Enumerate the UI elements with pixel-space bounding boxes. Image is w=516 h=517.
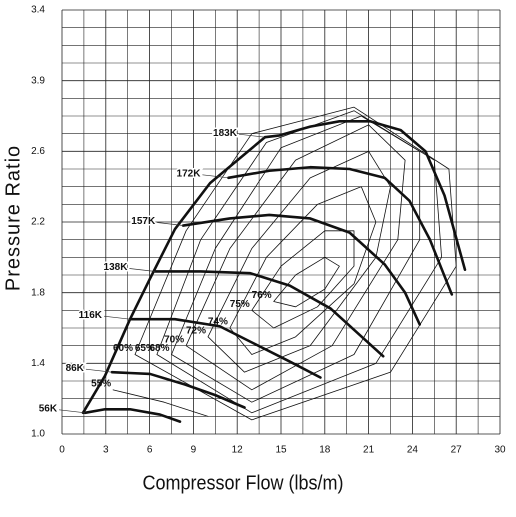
speed-leader (59, 409, 86, 414)
y-tick-label: 2.6 (31, 146, 45, 157)
speed-label: 157K (131, 216, 156, 227)
y-axis-label: Pressure Ratio (2, 145, 24, 291)
speed-leader (238, 133, 265, 138)
speed-label: 86K (66, 363, 85, 374)
x-tick-label: 9 (191, 445, 197, 456)
efficiency-label: 65% (135, 343, 155, 354)
efficiency-label: 72% (186, 325, 206, 336)
surge-line (81, 135, 267, 415)
x-tick-label: 18 (319, 445, 331, 456)
efficiency-label: 60% (113, 343, 133, 354)
efficiency-contour (171, 115, 421, 403)
speed-label: 116K (79, 310, 103, 321)
y-tick-label: 2.2 (31, 217, 45, 228)
efficiency-contour (134, 106, 457, 421)
speed-leader (85, 368, 112, 373)
y-tick-label: 1.0 (31, 429, 45, 440)
speed-leader (103, 315, 131, 320)
efficiency-label: 74% (208, 317, 228, 328)
x-tick-label: 12 (232, 445, 244, 456)
efficiency-contour (207, 150, 391, 373)
efficiency-contour (185, 124, 406, 391)
speed-label: 183K (213, 128, 238, 139)
efficiency-contour (156, 110, 443, 414)
speed-label: 56K (39, 403, 58, 414)
y-tick-label: 1.4 (31, 358, 45, 369)
efficiency-contour (112, 389, 209, 417)
speed-line (128, 317, 322, 379)
y-tick-label: 3.4 (31, 5, 45, 16)
speed-leader (157, 222, 184, 226)
speed-label: 138K (104, 262, 129, 273)
speed-line (263, 120, 467, 272)
x-tick-label: 27 (451, 445, 463, 456)
speed-label: 172K (177, 168, 202, 179)
y-tick-label: 1.8 (31, 287, 45, 298)
speed-line (110, 370, 246, 409)
speed-line (181, 213, 422, 326)
x-tick-label: 24 (407, 445, 419, 456)
efficiency-label: 75% (230, 299, 250, 310)
speed-line (83, 407, 182, 423)
speed-leader (129, 268, 156, 272)
y-tick-label: 3.9 (31, 75, 45, 86)
x-axis-label: Compressor Flow (lbs/m) (143, 472, 344, 494)
x-tick-label: 6 (147, 445, 153, 456)
speed-leader (202, 174, 229, 179)
speed-line (227, 165, 454, 296)
x-tick-label: 30 (494, 445, 506, 456)
x-tick-label: 0 (59, 445, 65, 456)
x-tick-label: 3 (103, 445, 109, 456)
efficiency-contour (273, 256, 340, 308)
efficiency-label: 70% (164, 334, 184, 345)
speed-line (154, 270, 385, 358)
efficiency-contour (251, 230, 355, 329)
x-tick-label: 15 (275, 445, 287, 456)
x-tick-label: 21 (363, 445, 375, 456)
